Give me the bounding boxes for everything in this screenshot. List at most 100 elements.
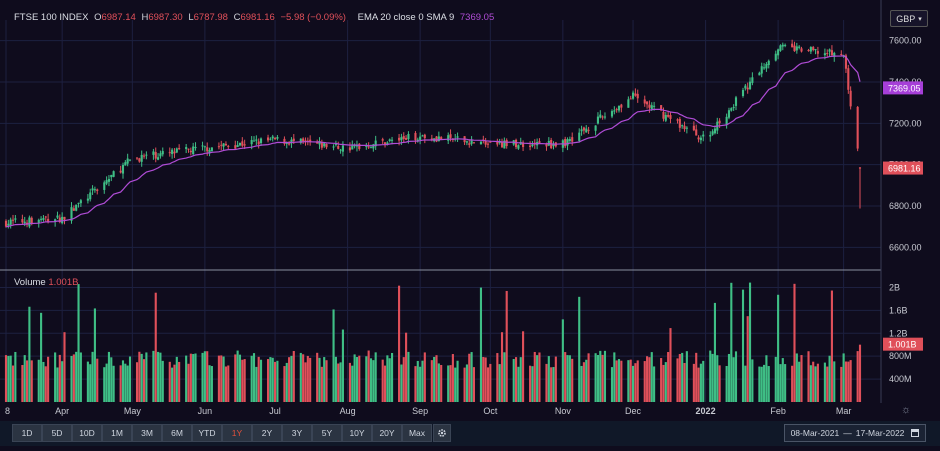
candle-body — [23, 221, 26, 224]
volume-bar — [437, 363, 440, 402]
range-button-5d[interactable]: 5D — [42, 424, 72, 442]
volume-tick-label: 800M — [889, 351, 912, 361]
date-range-picker[interactable]: 08-Mar-2021 — 17-Mar-2022 — [784, 424, 926, 442]
candle-body — [727, 110, 731, 118]
volume-bar — [274, 361, 277, 402]
volume-panel[interactable] — [4, 282, 862, 402]
volume-bar — [617, 359, 621, 402]
settings-icon[interactable]: ☼ — [900, 404, 912, 416]
range-button-10y[interactable]: 10Y — [342, 424, 372, 442]
volume-bar — [765, 355, 768, 402]
candle-body — [847, 68, 850, 90]
volume-bar — [856, 351, 859, 402]
candle-body — [266, 137, 270, 141]
volume-bar — [653, 366, 656, 402]
volume-bar — [161, 360, 164, 402]
candle-body — [152, 151, 155, 155]
candle-body — [290, 139, 293, 144]
price-tick-label: 7200.00 — [889, 118, 922, 128]
volume-bar — [386, 355, 389, 402]
volume-bar — [201, 352, 204, 402]
currency-label: GBP — [896, 13, 916, 24]
gear-icon[interactable] — [433, 424, 451, 442]
candle-body — [351, 144, 354, 150]
volume-bar — [405, 332, 408, 402]
volume-bar — [72, 354, 75, 402]
volume-bar — [730, 282, 733, 402]
volume-bar — [175, 356, 178, 402]
volume-bar — [498, 364, 501, 402]
range-button-10d[interactable]: 10D — [72, 424, 102, 442]
candle-body — [227, 145, 230, 147]
candle-body — [505, 140, 508, 147]
volume-bar — [433, 356, 436, 402]
time-axis[interactable]: 8 Apr May Jun Jul Aug Sep Oct Nov Dec 2022 Feb Mar — [5, 406, 851, 416]
volume-bar — [252, 353, 256, 402]
candle-body — [795, 46, 798, 51]
candle-body — [400, 137, 403, 141]
volume-axis[interactable]: 400M 800M 1.2B 1.6B 2B 1.001B — [883, 282, 923, 384]
candle-body — [631, 92, 635, 99]
range-button-3m[interactable]: 3M — [132, 424, 162, 442]
candle-body — [629, 98, 632, 100]
volume-bar — [159, 352, 162, 402]
volume-bar — [519, 357, 522, 402]
time-tick-label: 2022 — [696, 406, 716, 416]
price-axis[interactable]: 6600.006800.007000.007200.007400.007600.… — [883, 36, 923, 253]
volume-bar — [512, 358, 515, 402]
volume-bar — [126, 365, 129, 402]
volume-bar — [323, 357, 326, 402]
candle-body — [210, 147, 213, 152]
range-button-2y[interactable]: 2Y — [252, 424, 282, 442]
currency-selector[interactable]: GBP ▾ — [890, 10, 928, 27]
volume-bar — [463, 367, 466, 402]
volume-bar — [547, 356, 550, 402]
date-separator: — — [843, 428, 852, 438]
volume-bar — [89, 364, 92, 402]
range-button-1y[interactable]: 1Y — [222, 424, 252, 442]
range-button-20y[interactable]: 20Y — [372, 424, 402, 442]
candle-body — [844, 55, 848, 69]
range-button-6m[interactable]: 6M — [162, 424, 192, 442]
price-panel[interactable] — [4, 39, 862, 229]
candle-body — [339, 149, 342, 151]
range-button-1d[interactable]: 1D — [12, 424, 42, 442]
volume-bar — [91, 351, 94, 402]
candle-body — [718, 120, 721, 124]
candle-body — [9, 219, 12, 225]
range-button-max[interactable]: Max — [402, 424, 432, 442]
volume-bar — [781, 358, 784, 402]
volume-bar — [4, 355, 8, 402]
ema-value-tag-text: 7369.05 — [888, 83, 921, 93]
price-tick-label: 6800.00 — [889, 201, 922, 211]
range-button-5y[interactable]: 5Y — [312, 424, 342, 442]
volume-bar — [140, 353, 143, 402]
volume-bar — [681, 352, 684, 402]
candle-body — [496, 141, 499, 145]
range-button-1m[interactable]: 1M — [102, 424, 132, 442]
volume-bar — [847, 361, 850, 402]
candle-body — [667, 114, 670, 117]
candle-body — [138, 158, 141, 162]
candle-body — [833, 52, 836, 57]
volume-bar — [440, 364, 443, 402]
candle-body — [484, 140, 487, 145]
volume-bar — [353, 354, 356, 402]
volume-bar — [536, 355, 539, 402]
volume-bar — [358, 355, 361, 402]
candle-body — [470, 140, 473, 144]
time-tick-label: Jul — [269, 406, 281, 416]
range-button-ytd[interactable]: YTD — [192, 424, 222, 442]
candle-body — [646, 101, 649, 105]
candle-body — [388, 139, 391, 141]
candle-body — [435, 136, 438, 142]
volume-bar — [105, 363, 108, 402]
volume-bar — [842, 353, 845, 402]
volume-bar — [266, 359, 270, 402]
volume-bar — [594, 353, 597, 402]
candle-body — [856, 106, 859, 149]
volume-bar — [650, 352, 653, 402]
range-button-3y[interactable]: 3Y — [282, 424, 312, 442]
volume-bar — [61, 361, 64, 402]
